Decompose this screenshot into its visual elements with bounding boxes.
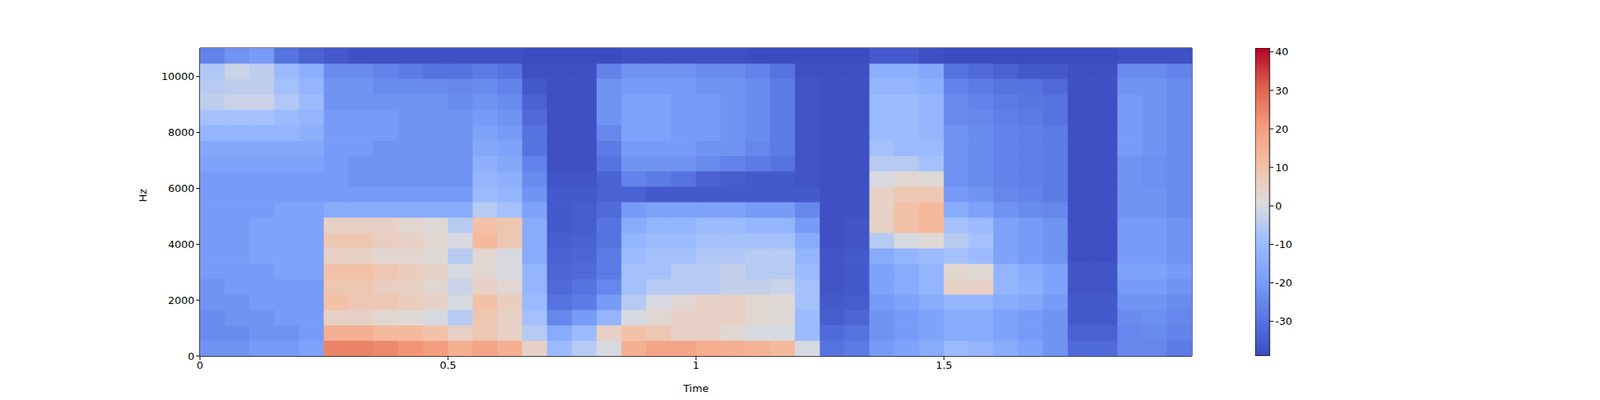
svg-text:-10: -10 — [1275, 238, 1292, 251]
svg-text:8000: 8000 — [168, 126, 195, 139]
svg-text:0: 0 — [196, 359, 204, 372]
svg-text:2000: 2000 — [168, 294, 195, 307]
svg-text:1: 1 — [692, 359, 700, 372]
svg-text:1.5: 1.5 — [936, 359, 953, 372]
svg-text:-20: -20 — [1275, 276, 1292, 289]
svg-text:0.5: 0.5 — [440, 359, 457, 372]
svg-text:40: 40 — [1275, 45, 1289, 58]
svg-text:30: 30 — [1275, 84, 1289, 97]
svg-text:Time: Time — [682, 382, 709, 395]
svg-text:0: 0 — [188, 350, 195, 363]
svg-text:0: 0 — [1275, 200, 1282, 212]
svg-text:Hz: Hz — [136, 188, 149, 203]
svg-text:6000: 6000 — [168, 182, 195, 195]
svg-text:-30: -30 — [1275, 315, 1292, 328]
svg-text:4000: 4000 — [168, 238, 195, 251]
svg-text:10000: 10000 — [161, 70, 195, 83]
svg-text:10: 10 — [1275, 161, 1289, 174]
svg-text:20: 20 — [1275, 123, 1289, 136]
